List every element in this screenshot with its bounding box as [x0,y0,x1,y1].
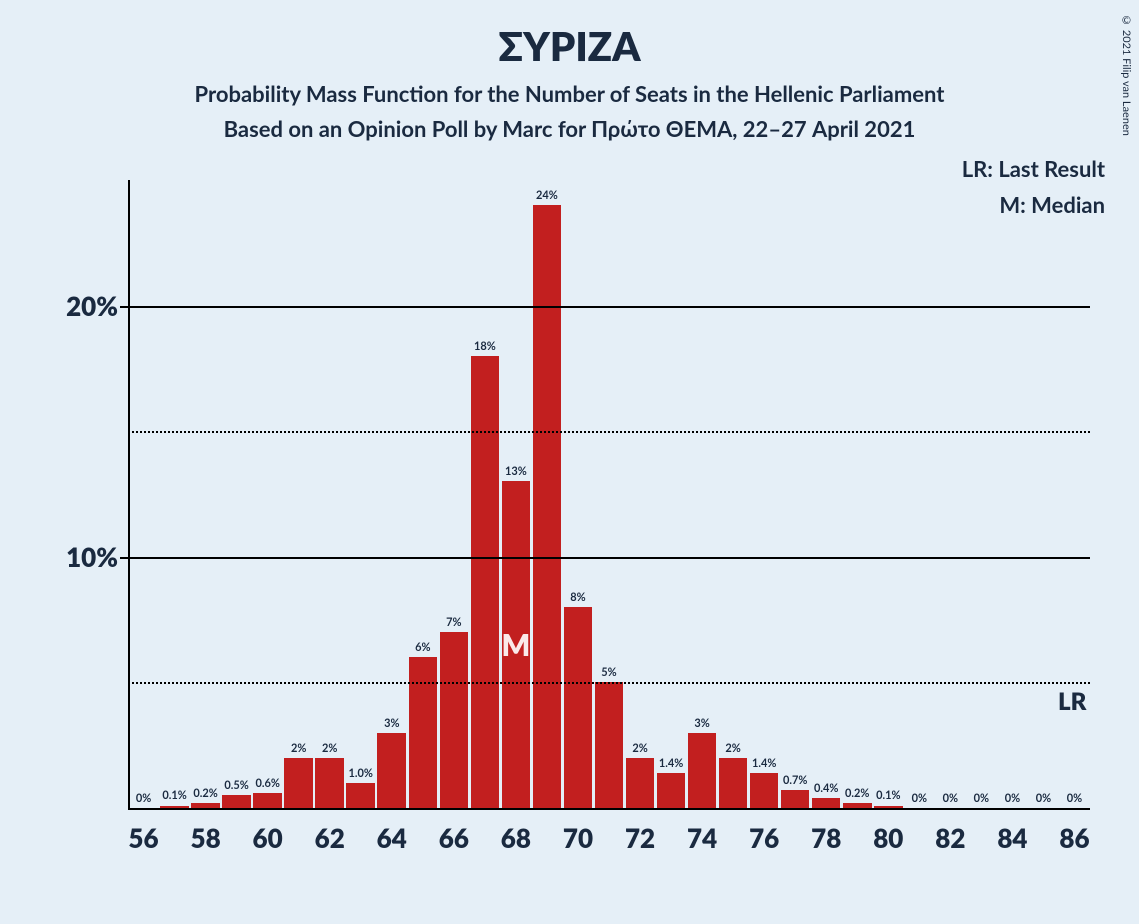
bar [284,758,313,808]
bar [222,795,251,808]
bar-value-label: 18% [474,340,496,353]
bar [843,803,872,808]
bar [719,758,748,808]
bar [253,793,282,808]
bar-value-label: 5% [601,666,616,679]
bar [812,798,841,808]
x-tick-label: 82 [935,822,965,854]
bar-value-label: 2% [725,742,740,755]
x-tick-label: 68 [501,822,531,854]
bar [564,607,593,808]
bar-value-label: 0.4% [814,782,838,795]
x-tick-label: 78 [811,822,841,854]
grid-major [128,557,1090,559]
x-axis [128,808,1090,810]
x-tick-label: 80 [873,822,903,854]
bar [750,773,779,808]
grid-major [128,306,1090,308]
chart-page: © 2021 Filip van Laenen ΣΥΡΙΖΑ Probabili… [0,0,1139,924]
bar [595,682,624,808]
chart-subtitle-2: Based on an Opinion Poll by Marc for Πρώ… [28,115,1111,142]
bar-value-label: 3% [384,717,399,730]
x-tick-label: 64 [377,822,407,854]
x-tick-label: 66 [439,822,469,854]
bar-value-label: 0% [136,792,151,805]
bar-value-label: 2% [632,742,647,755]
chart-subtitle-1: Probability Mass Function for the Number… [28,80,1111,107]
bar-value-label: 24% [536,189,558,202]
bar-value-label: 0% [1005,792,1020,805]
bar [315,758,344,808]
x-tick-label: 86 [1059,822,1089,854]
x-tick-label: 76 [749,822,779,854]
bar [160,806,189,809]
bar-value-label: 1.0% [349,767,373,780]
bar [781,790,810,808]
x-tick-label: 60 [253,822,283,854]
bar [409,657,438,808]
bar-value-label: 0.2% [193,787,217,800]
bar-value-label: 0.7% [783,774,807,787]
y-tick-label: 10% [38,541,118,573]
bar-value-label: 0.2% [845,787,869,800]
bar-value-label: 0.1% [876,789,900,802]
y-tick-mark [120,306,130,308]
bar-value-label: 0.1% [162,789,186,802]
x-tick-label: 72 [625,822,655,854]
bar-value-label: 7% [446,616,461,629]
bar [657,773,686,808]
y-tick-label: 20% [38,290,118,322]
bar-value-label: 0% [1067,792,1082,805]
bar [377,733,406,808]
x-tick-label: 70 [563,822,593,854]
bar [533,205,562,808]
bar-value-label: 3% [694,717,709,730]
bar-value-label: 0.5% [224,779,248,792]
chart-title: ΣΥΡΙΖΑ [28,22,1111,70]
copyright-text: © 2021 Filip van Laenen [1120,14,1133,136]
bar-value-label: 13% [505,465,527,478]
x-tick-label: 62 [315,822,345,854]
x-tick-label: 74 [687,822,717,854]
x-tick-label: 56 [128,822,158,854]
x-tick-label: 84 [997,822,1027,854]
bar-value-label: 1.4% [659,757,683,770]
bar [626,758,655,808]
bar-value-label: 2% [322,742,337,755]
bar [191,803,220,808]
bar [471,356,500,808]
bar [874,806,903,809]
plot-area [128,180,1090,808]
grid-minor [128,431,1090,433]
bar [440,632,469,808]
bar-value-label: 0% [1036,792,1051,805]
bar-value-label: 0% [974,792,989,805]
median-marker: M [501,627,530,663]
bar [688,733,717,808]
bar-value-label: 0% [912,792,927,805]
bar-value-label: 8% [570,591,585,604]
bar-value-label: 0.6% [255,777,279,790]
x-tick-label: 58 [190,822,220,854]
lr-marker-label: LR [1058,687,1086,716]
bar-value-label: 6% [415,641,430,654]
bar [346,783,375,808]
grid-minor [128,682,1090,684]
y-tick-mark [120,557,130,559]
chart-area: 10% 20% LR 0% 0.1% 0.2% 0.5% 0.6% 2% 2% 1.0% 3% 6% 7%… [30,168,1105,864]
bar-value-label: 1.4% [752,757,776,770]
bar-value-label: 0% [943,792,958,805]
bar-value-label: 2% [291,742,306,755]
